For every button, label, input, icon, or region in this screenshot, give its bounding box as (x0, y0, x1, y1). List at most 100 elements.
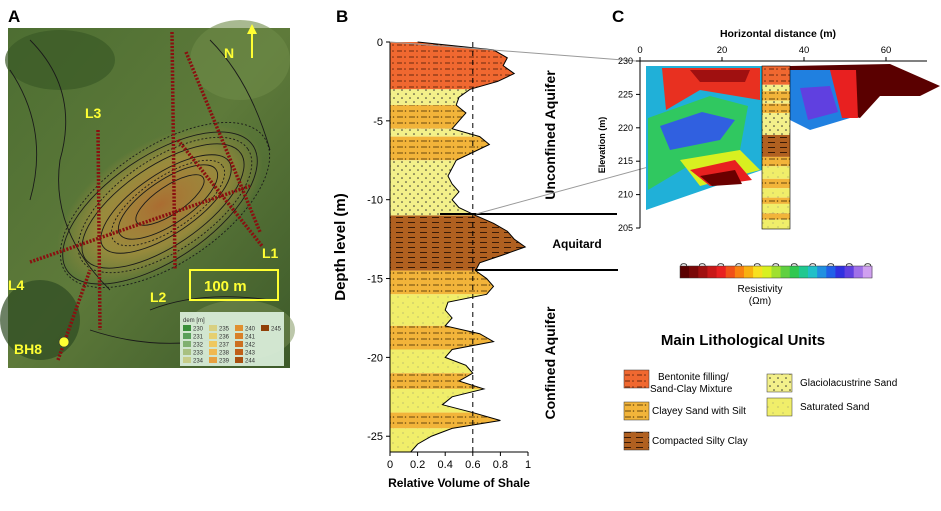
legend-label-saturated: Saturated Sand (800, 402, 870, 413)
contour (9, 69, 38, 201)
log-x-tick-label: 0.2 (410, 459, 425, 471)
north-label: N (224, 45, 234, 61)
dashed-contours (59, 121, 271, 289)
colorbar-segment (798, 266, 809, 278)
colorbar-tick-label: 0 (863, 263, 873, 268)
section-x-tick-label: 20 (717, 45, 728, 56)
dem-legend-background (180, 312, 284, 366)
dem-legend-swatch (183, 341, 191, 347)
dem-legend-value: 239 (219, 359, 230, 365)
dem-legend-swatch (209, 333, 217, 339)
legend-label-clayey: Clayey Sand with Silt (652, 406, 746, 417)
log-x-tick-label: 0 (387, 459, 393, 471)
resistivity-zone (700, 170, 742, 186)
colorbar-segment (844, 266, 855, 278)
resistivity-model (646, 64, 940, 210)
colorbar-segment (698, 266, 708, 278)
contour (135, 174, 205, 226)
section-y-tick-label: 215 (618, 156, 633, 166)
dem-legend: dem [m] 230 231 232 233 234 235 236 237 238 239 24… (180, 312, 284, 366)
panel-a-letter: A (8, 7, 20, 26)
colorbar-segment (762, 266, 772, 278)
log-x-tick-label: 0.6 (465, 459, 480, 471)
north-arrow-head-icon (247, 24, 257, 34)
forest-patch (5, 30, 115, 90)
dem-legend-swatch (235, 357, 243, 363)
colorbar-segment (853, 266, 864, 278)
survey-line-l4 (29, 184, 251, 264)
section-log-band (762, 100, 790, 104)
colorbar-label: Resistivity (737, 284, 782, 295)
colorbar (679, 265, 873, 279)
contour (149, 296, 271, 311)
section-y-label: Elevation (m) (597, 117, 607, 174)
legend-swatch-glacio (766, 373, 793, 393)
dem-legend-swatch (183, 333, 191, 339)
colorbar-segment (817, 266, 827, 278)
log-y-tick-label: -20 (367, 352, 383, 364)
section-x-label: Horizontal distance (m) (720, 28, 836, 40)
colorbar-segment (808, 266, 818, 278)
dem-legend-swatch (183, 349, 191, 355)
units-legend: Bentonite filling/ Sand-Clay Mixture Cla… (623, 369, 897, 451)
dem-legend-value: 236 (219, 335, 230, 341)
section-log-band (762, 134, 790, 157)
contour (81, 143, 245, 269)
field-patch (190, 20, 290, 100)
section-borehole-frame (761, 65, 791, 230)
legend-label-bentonite-1: Bentonite filling/ (658, 372, 729, 383)
vsh-curve-mask (410, 42, 528, 452)
log-layer-band (390, 128, 528, 137)
section-y-tick-label: 225 (618, 89, 633, 99)
log-x-tick-label: 0.8 (493, 459, 508, 471)
dem-legend-value: 243 (245, 351, 256, 357)
legend-swatch-saturated (766, 397, 793, 417)
section-log-band (762, 113, 790, 135)
legend-label-bentonite-2: Sand-Clay Mixture (650, 384, 733, 395)
contour (117, 164, 219, 240)
colorbar-segment (753, 266, 763, 278)
dem-legend-swatch (235, 333, 243, 339)
section-y-tick-label: 210 (618, 190, 633, 200)
dem-legend-swatch (183, 325, 191, 331)
label-l3: L3 (85, 105, 102, 121)
section-x-tick-label: 0 (637, 45, 642, 56)
resistivity-zone (830, 70, 858, 118)
resistivity-zone (800, 86, 838, 120)
dem-legend-swatch (209, 357, 217, 363)
section-log-band (762, 66, 790, 85)
colorbar-segment (716, 266, 727, 278)
resistivity-zone (690, 70, 750, 82)
scale-label: 100 m (204, 278, 247, 295)
colorbar-segment (680, 266, 690, 278)
panel-b-letter: B (336, 7, 348, 26)
survey-line-l3 (96, 129, 102, 331)
contour (110, 159, 226, 247)
legend-swatch-compacted (623, 431, 650, 451)
section-log-band (762, 197, 790, 204)
colorbar-segment (835, 266, 846, 278)
dem-legend-swatch (235, 341, 243, 347)
dem-legend-swatch (209, 349, 217, 355)
colorbar-segment (780, 266, 791, 278)
dem-legend-value: 234 (193, 359, 204, 365)
section-log-band (762, 203, 790, 214)
section-borehole-log (762, 66, 790, 229)
dem-legend-value: 240 (245, 327, 256, 333)
dem-legend-value: 231 (193, 335, 204, 341)
dem-legend-value: 237 (219, 343, 230, 349)
colorbar-unit: (Ωm) (749, 296, 771, 307)
log-x-ticks: 0 0.2 0.4 0.6 0.8 1 (387, 452, 531, 471)
log-y-tick-label: -15 (367, 274, 383, 286)
contour (209, 39, 271, 151)
dem-legend-swatch (235, 325, 243, 331)
vsh-curve (410, 41, 527, 453)
legend-label-glacio: Glaciolacustrine Sand (800, 378, 897, 389)
dem-legend-swatch (209, 341, 217, 347)
dem-legend-value: 232 (193, 343, 204, 349)
colorbar-segment (734, 266, 745, 278)
log-y-tick-label: -10 (367, 195, 383, 207)
dem-legend-title: dem [m] (183, 318, 205, 324)
log-y-ticks: 0 -5 -10 -15 -20 -25 (367, 37, 390, 443)
